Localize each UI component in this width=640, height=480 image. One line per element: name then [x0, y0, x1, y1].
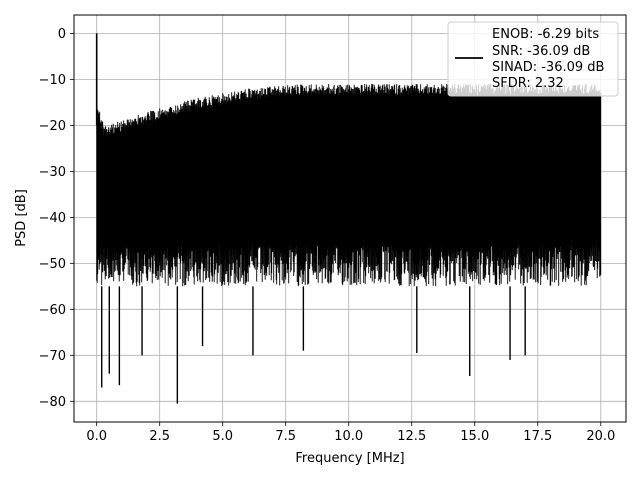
legend: ENOB: -6.29 bits SNR: -36.09 dB SINAD: -… — [447, 21, 619, 97]
x-tick-label: 10.0 — [334, 429, 363, 444]
y-tick-label: −80 — [39, 395, 66, 410]
legend-sfdr: SFDR: 2.32 — [492, 76, 564, 91]
x-tick-label: 2.5 — [149, 429, 170, 444]
x-tick-label: 5.0 — [212, 429, 233, 444]
y-tick-label: −30 — [39, 165, 66, 180]
legend-enob: ENOB: -6.29 bits — [492, 27, 599, 42]
x-tick-label: 15.0 — [460, 429, 489, 444]
legend-snr: SNR: -36.09 dB — [492, 44, 590, 59]
x-tick-label: 0.0 — [86, 429, 107, 444]
y-tick-label: −10 — [39, 73, 66, 88]
x-tick-label: 20.0 — [586, 429, 615, 444]
axes-frame — [73, 14, 627, 423]
y-tick-label: −20 — [39, 119, 66, 134]
x-tick-label: 17.5 — [523, 429, 552, 444]
x-axis-label: Frequency [MHz] — [295, 451, 404, 466]
y-tick-label: −60 — [39, 303, 66, 318]
x-tick-label: 7.5 — [275, 429, 296, 444]
ticks: 0.0 2.5 5.0 7.5 10.0 12.5 15.0 17.5 20.0 0 −10 −20 −… — [39, 27, 616, 444]
y-tick-label: −70 — [39, 349, 66, 364]
x-tick-label: 12.5 — [397, 429, 426, 444]
data-layer — [95, 33, 602, 404]
legend-box — [447, 21, 619, 97]
y-tick-label: 0 — [58, 27, 66, 42]
y-tick-label: −50 — [39, 257, 66, 272]
y-axis-label: PSD [dB] — [14, 189, 29, 247]
legend-sinad: SINAD: -36.09 dB — [492, 60, 604, 75]
y-tick-label: −40 — [39, 211, 66, 226]
psd-series-line — [96, 83, 602, 287]
